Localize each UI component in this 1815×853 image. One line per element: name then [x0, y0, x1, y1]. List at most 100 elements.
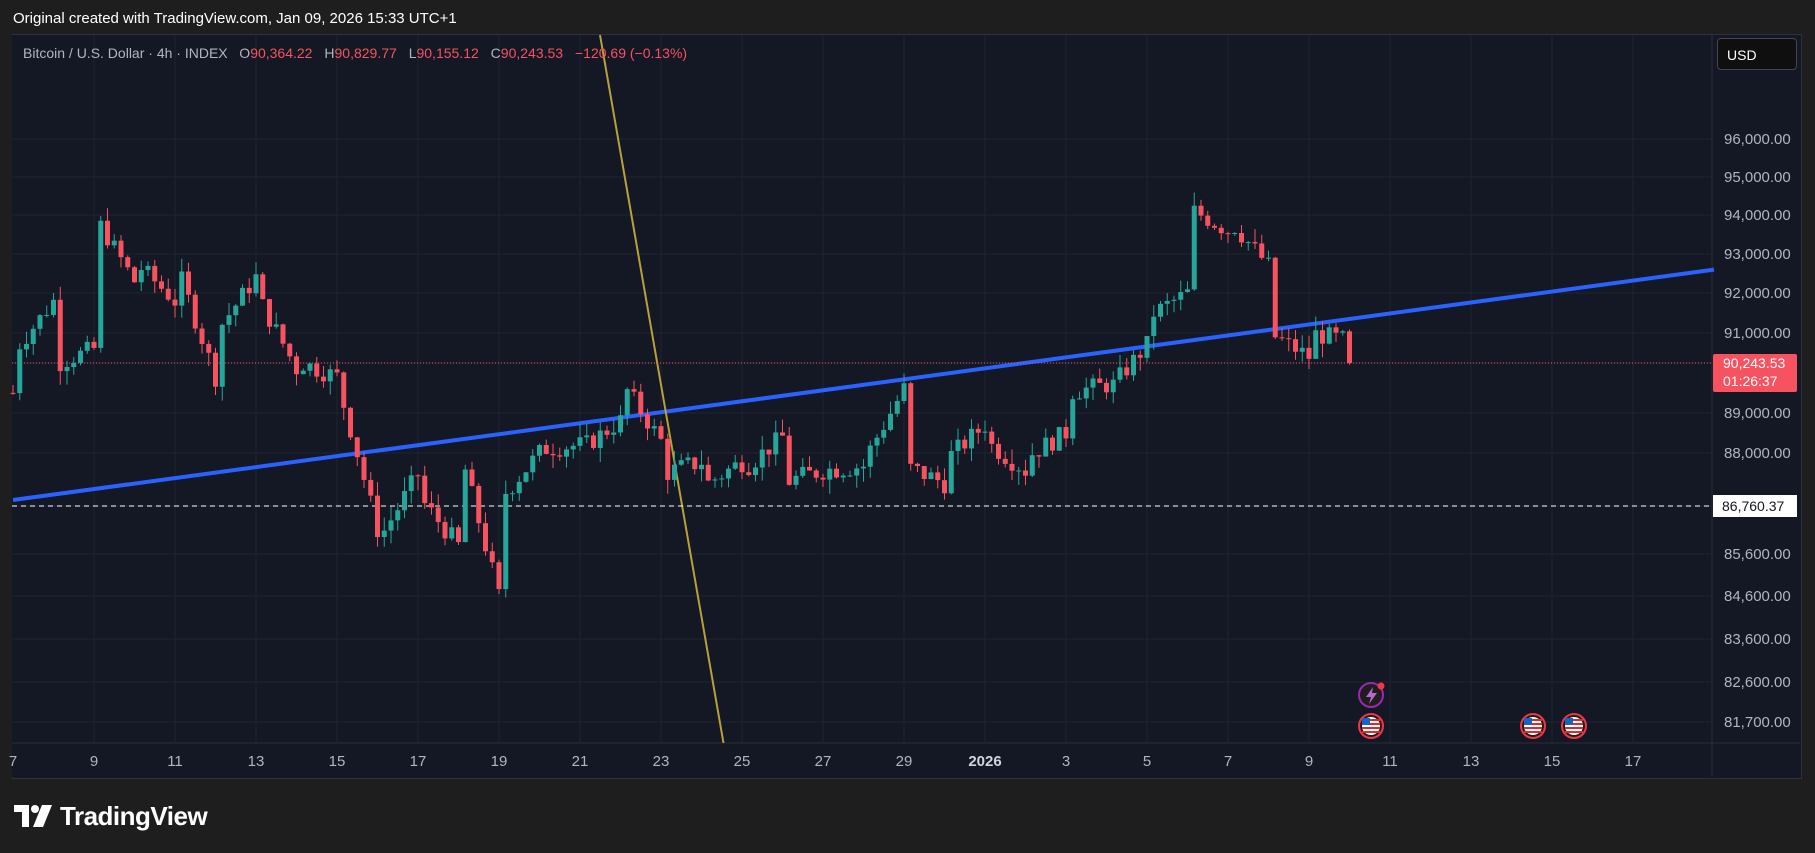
candle-body	[1131, 354, 1136, 376]
candle-body	[699, 464, 704, 470]
time-tick-label: 27	[815, 753, 832, 770]
candle-body	[375, 495, 380, 538]
time-tick-label: 13	[248, 753, 265, 770]
candle-body	[1347, 331, 1352, 363]
us-flag-event-icon[interactable]	[1358, 713, 1384, 739]
candle-body	[260, 274, 266, 300]
candle-body	[773, 432, 779, 455]
candle-body	[861, 466, 866, 469]
open-value: 90,364.22	[250, 45, 313, 61]
candle-body	[145, 265, 151, 271]
candle-body	[246, 287, 252, 294]
candle-body	[591, 435, 596, 448]
candle-body	[759, 449, 765, 468]
grid	[12, 35, 1800, 777]
candle-body	[496, 562, 502, 590]
candle-body	[253, 274, 259, 294]
candle-body	[300, 370, 306, 375]
lightning-event-icon[interactable]	[1358, 682, 1385, 708]
drawings	[12, 34, 1715, 744]
candle-body	[658, 426, 664, 439]
time-tick-label: 13	[1463, 753, 1480, 770]
candle-body	[1171, 299, 1177, 301]
candle-body	[354, 437, 360, 458]
candle-body	[874, 437, 880, 446]
candle-body	[226, 315, 232, 325]
candle-body	[705, 464, 711, 481]
candle-body	[510, 493, 515, 495]
candle-body	[462, 469, 468, 543]
candle-body	[624, 389, 630, 416]
candle-body	[1212, 225, 1217, 228]
candle-body	[159, 281, 164, 289]
candle-body	[1137, 354, 1143, 358]
time-tick-label: 17	[1625, 753, 1642, 770]
candle-body	[543, 444, 549, 454]
candle-body	[1252, 242, 1258, 244]
candle-body	[1259, 243, 1265, 258]
candle-body	[901, 383, 907, 402]
open-label: O	[239, 45, 251, 61]
candle-body	[935, 472, 941, 481]
candle-body	[1333, 327, 1339, 333]
candle-body	[820, 477, 826, 480]
candle-body	[942, 480, 947, 494]
candle-body	[915, 463, 920, 467]
candle-body	[219, 324, 225, 387]
currency-button[interactable]: USD	[1717, 38, 1797, 70]
candle-body	[1036, 455, 1042, 457]
candle-body	[395, 510, 401, 521]
flag-canton	[1362, 718, 1370, 725]
time-tick-label: 21	[572, 753, 589, 770]
candle-body	[24, 344, 29, 350]
time-tick-label: 7	[1224, 753, 1232, 770]
steep-line	[599, 34, 725, 744]
high-value: 90,829.77	[334, 45, 397, 61]
us-flag-event-icon[interactable]	[1520, 713, 1546, 739]
candle-body	[294, 356, 299, 375]
brand-name: TradingView	[60, 800, 208, 831]
candle-body	[1063, 427, 1069, 439]
time-tick-label: 9	[90, 753, 98, 770]
time-tick-label: 9	[1305, 753, 1313, 770]
candle-body	[523, 472, 529, 482]
tradingview-logo[interactable]: TradingView	[14, 800, 208, 831]
candle-body	[1232, 233, 1238, 235]
flag-canton	[1565, 718, 1573, 725]
candle-body	[557, 455, 563, 457]
candle-body	[1320, 330, 1325, 344]
time-tick-label: 5	[1143, 753, 1151, 770]
candle-body	[1043, 437, 1049, 457]
candle-body	[840, 475, 846, 478]
candle-body	[1158, 303, 1163, 317]
candle-body	[334, 369, 340, 373]
flag-stripe	[1362, 731, 1380, 733]
candle-body	[57, 299, 63, 372]
us-flag-event-icon[interactable]	[1561, 713, 1587, 739]
time-tick-label: 17	[410, 753, 427, 770]
horizontal-line-label-bg	[1713, 495, 1797, 517]
candle-body	[186, 271, 191, 295]
trendline	[12, 267, 1715, 503]
flag-stripe	[1565, 727, 1583, 729]
time-tick-label: 7	[9, 753, 17, 770]
candle-body	[361, 457, 367, 480]
candle-body	[267, 299, 272, 327]
horizontal-line-label: 86,760.37	[1722, 498, 1784, 514]
candle-body	[442, 522, 448, 539]
candle-body	[91, 341, 97, 348]
candle-body	[1077, 398, 1082, 400]
candle-body	[611, 432, 617, 435]
candle-body	[402, 491, 407, 511]
change-value: −120.69 (−0.13%)	[574, 45, 688, 61]
candle-body	[1205, 215, 1211, 226]
candle-body	[179, 271, 185, 306]
candle-body	[516, 481, 522, 494]
candle-body	[348, 407, 353, 438]
symbol-label[interactable]: Bitcoin / U.S. Dollar · 4h · INDEX	[23, 45, 228, 61]
candle-body	[98, 220, 104, 348]
candle-body	[530, 455, 536, 473]
candle-body	[105, 220, 110, 246]
candle-body	[550, 453, 556, 456]
